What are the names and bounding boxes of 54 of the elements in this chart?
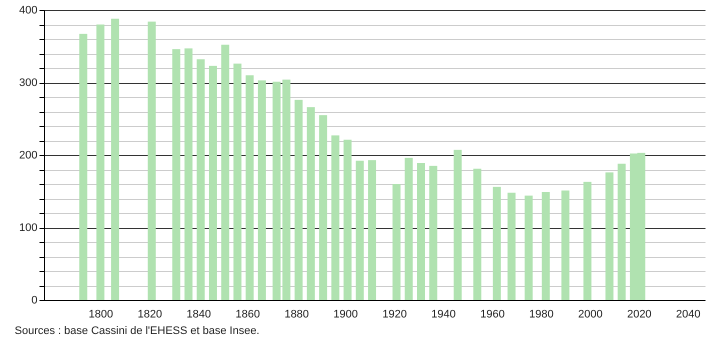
bar: [583, 182, 592, 300]
bar: [246, 75, 254, 300]
x-tick-label: 2040: [676, 308, 701, 320]
source-note: Sources : base Cassini de l'EHESS et base Insee.: [14, 325, 260, 337]
x-tick-label: 2020: [627, 308, 652, 320]
x-tick-label: 1800: [88, 308, 114, 320]
x-tick-label: 1900: [333, 308, 358, 320]
bar: [344, 140, 352, 300]
bar: [473, 168, 482, 300]
bar: [111, 18, 120, 300]
x-tick-label: 1920: [382, 308, 407, 320]
y-tick-label: 100: [19, 222, 38, 234]
y-tick-label: 300: [19, 77, 38, 89]
bar: [368, 160, 376, 300]
x-tick-label: 1880: [284, 308, 309, 320]
bar: [542, 192, 550, 300]
bar: [618, 164, 626, 300]
bar: [96, 24, 104, 300]
x-tick-label: 1940: [431, 308, 456, 320]
bar: [258, 80, 266, 300]
y-tick-label: 200: [19, 150, 38, 162]
bar: [404, 158, 413, 300]
bar: [172, 49, 180, 300]
bar: [605, 172, 614, 300]
bar: [282, 80, 290, 300]
bar: [429, 166, 438, 300]
bar: [524, 196, 533, 300]
x-tick-label: 1820: [138, 308, 162, 320]
bar: [492, 186, 501, 300]
bar: [272, 82, 281, 300]
bar: [184, 48, 192, 300]
bar: [508, 192, 516, 300]
bar: [331, 135, 340, 300]
bar: [196, 59, 205, 300]
bar: [208, 66, 217, 300]
x-tick-label: 2000: [578, 308, 603, 320]
bar: [319, 115, 328, 300]
bar: [417, 162, 425, 300]
bar: [454, 150, 462, 300]
bar: [561, 190, 570, 300]
bar: [294, 100, 303, 300]
x-tick-label: 1840: [186, 308, 212, 320]
bar: [306, 107, 315, 300]
x-tick-label: 1960: [480, 308, 505, 320]
bar: [233, 64, 242, 300]
x-tick-label: 1860: [235, 308, 260, 320]
x-tick-label: 1980: [529, 308, 554, 320]
y-tick-label: 400: [19, 4, 38, 16]
bar: [148, 22, 156, 300]
bar: [356, 160, 364, 300]
bar: [79, 34, 88, 300]
bar: [392, 184, 401, 300]
y-tick-label: 0: [31, 294, 38, 306]
bar: [221, 44, 230, 300]
